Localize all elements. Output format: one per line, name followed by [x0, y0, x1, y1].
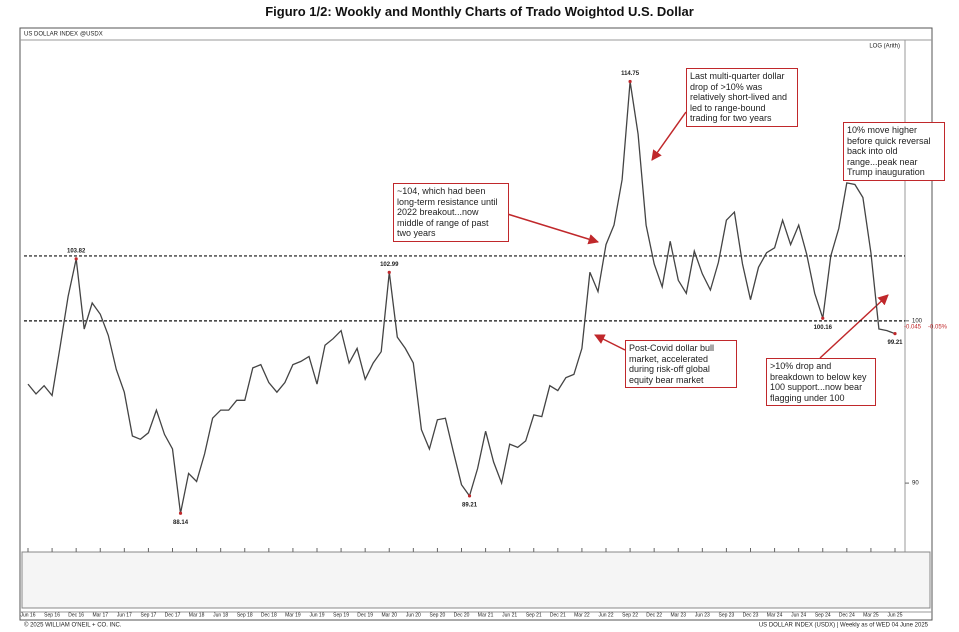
chart-title: Figuro 1/2: Wookly and Monthly Charts of… [265, 4, 694, 19]
x-tick-label: Sep 16 [44, 612, 60, 618]
x-tick-label: Mar 20 [381, 612, 397, 618]
footer-right: US DOLLAR INDEX (USDX) | Weekly as of WE… [759, 623, 929, 629]
labeled-point [628, 79, 632, 84]
value-label: 100.16 [814, 325, 833, 331]
x-tick-label: Jun 21 [502, 612, 517, 618]
x-tick-label: Sep 22 [622, 612, 638, 618]
labeled-point [387, 270, 391, 274]
labeled-point [893, 332, 897, 336]
annotation: 10% move higher before quick reversal ba… [843, 122, 945, 181]
x-tick-label: Jun 23 [695, 612, 710, 618]
x-tick-label: Sep 21 [526, 612, 542, 618]
x-tick-label: Dec 23 [743, 612, 759, 618]
x-tick-label: Mar 24 [767, 612, 783, 618]
annotation: Last multi-quarter dollar drop of >10% w… [686, 68, 798, 127]
labeled-point [821, 316, 825, 320]
x-tick-label: Mar 18 [189, 612, 205, 618]
x-tick-label: Dec 24 [839, 612, 855, 618]
x-tick-label: Dec 18 [261, 612, 277, 618]
x-tick-label: Jun 18 [213, 612, 228, 618]
x-tick-label: Mar 21 [478, 612, 494, 618]
x-tick-label: Jun 16 [20, 612, 35, 618]
x-tick-label: Mar 23 [670, 612, 686, 618]
x-tick-label: Jun 20 [406, 612, 421, 618]
x-tick-label: Dec 21 [550, 612, 566, 618]
labeled-point [74, 257, 78, 261]
x-tick-label: Mar 22 [574, 612, 590, 618]
value-label: 88.14 [173, 520, 189, 526]
x-tick-label: Sep 20 [429, 612, 445, 618]
labeled-point [178, 511, 183, 515]
x-tick-label: Sep 23 [718, 612, 734, 618]
annotation: Post-Covid dollar bull market, accelerat… [625, 340, 737, 388]
change: -0.045 [904, 325, 922, 331]
x-tick-label: Sep 18 [237, 612, 253, 618]
x-tick-label: Jun 25 [887, 612, 902, 618]
value-label: 114.75 [621, 71, 640, 77]
header-symbol: @USDX [80, 32, 103, 38]
y-tick-label: 90 [912, 481, 919, 487]
y-tick-label: 100 [912, 318, 923, 324]
value-label: 89.21 [462, 502, 478, 508]
x-tick-label: Sep 24 [815, 612, 831, 618]
labeled-point [467, 494, 472, 498]
x-tick-label: Jun 22 [598, 612, 613, 618]
annotation: ~104, which had been long-term resistanc… [393, 183, 509, 242]
value-label: 99.21 [887, 340, 903, 346]
x-tick-label: Mar 25 [863, 612, 879, 618]
annotation: >10% drop and breakdown to below key 100… [766, 358, 876, 406]
x-tick-label: Jun 19 [309, 612, 324, 618]
header-left: US DOLLAR INDEX [24, 32, 78, 38]
value-label: 102.99 [380, 262, 399, 268]
x-tick-label: Dec 22 [646, 612, 662, 618]
frame [19, 27, 933, 621]
x-tick-label: Dec 16 [68, 612, 84, 618]
x-tick-label: Mar 17 [92, 612, 108, 618]
x-tick-label: Dec 19 [357, 612, 373, 618]
value-label: 103.82 [67, 248, 86, 254]
x-tick-label: Dec 20 [454, 612, 470, 618]
x-tick-label: Jun 24 [791, 612, 806, 618]
x-tick-label: Mar 19 [285, 612, 301, 618]
x-tick-label: Sep 17 [140, 612, 156, 618]
price-line [27, 81, 896, 514]
volume-panel [21, 551, 931, 609]
x-tick-label: Jun 17 [117, 612, 132, 618]
x-tick-label: Sep 19 [333, 612, 349, 618]
change-pct: -0.05% [928, 325, 948, 331]
footer-left: © 2025 WILLIAM O'NEIL + CO. INC. [24, 622, 122, 629]
header-right: LOG (Arith) [869, 44, 900, 50]
x-tick-label: Dec 17 [165, 612, 181, 618]
